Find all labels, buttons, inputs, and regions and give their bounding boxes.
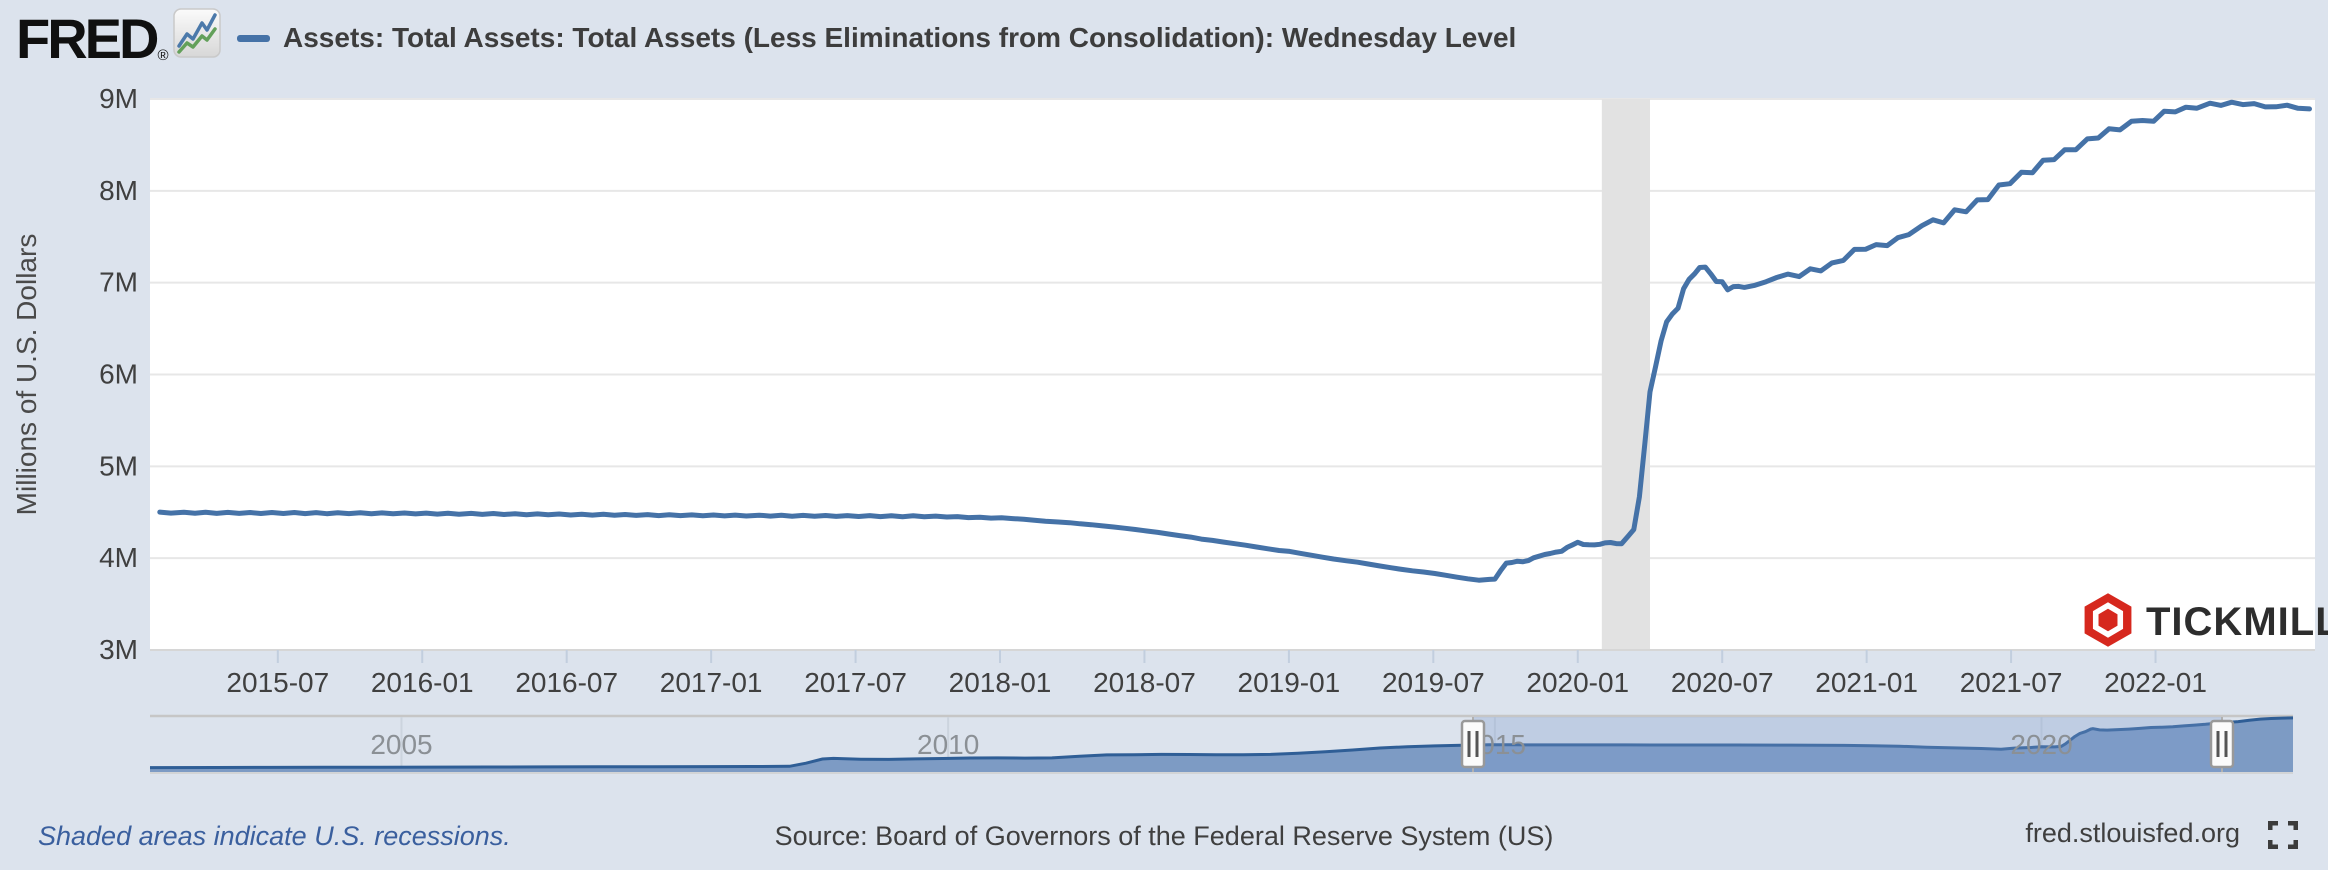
slider-year-label-2020: 2020 [2010,729,2072,760]
footer: Shaded areas indicate U.S. recessions. S… [0,815,2328,859]
x-tick-label-2018-01: 2018-01 [949,667,1052,698]
tickmill-icon [2076,586,2140,654]
slider-year-label-2010: 2010 [917,729,979,760]
fred-logo[interactable]: FRED ® [16,7,221,70]
slider-right-handle[interactable] [2209,719,2235,769]
recession-note-link[interactable]: Shaded areas indicate U.S. recessions. [38,821,511,851]
x-tick-label-2022-01: 2022-01 [2104,667,2207,698]
y-axis-title: Millions of U.S. Dollars [11,234,42,516]
chart-title: Assets: Total Assets: Total Assets (Less… [283,22,1517,53]
slider-area [150,717,2293,772]
fred-logo-text: FRED [16,7,159,70]
site-link[interactable]: fred.stlouisfed.org [2025,817,2240,848]
x-tick-label-2017-07: 2017-07 [804,667,907,698]
y-tick-label-7M: 7M [99,267,138,298]
source-text: Source: Board of Governors of the Federa… [774,821,1554,851]
x-tick-label-2015-07: 2015-07 [226,667,329,698]
registered-mark: ® [157,47,169,64]
x-tick-label-2019-01: 2019-01 [1238,667,1341,698]
y-tick-label-8M: 8M [99,175,138,206]
y-tick-label-6M: 6M [99,359,138,390]
x-tick-label-2020-01: 2020-01 [1526,667,1629,698]
x-tick-label-2021-01: 2021-01 [1815,667,1918,698]
x-tick-label-2018-07: 2018-07 [1093,667,1196,698]
y-tick-label-5M: 5M [99,450,138,481]
header: FRED ® [16,7,221,70]
tickmill-text: TICKMILL [2146,600,2328,644]
recession-band [1601,99,1650,650]
y-tick-label-4M: 4M [99,542,138,573]
x-tick-label-2017-01: 2017-01 [660,667,763,698]
legend: Assets: Total Assets: Total Assets (Less… [237,22,1516,54]
slider-year-label-2005: 2005 [370,729,432,760]
series-legend-dash [237,34,270,42]
series-line [157,99,2312,583]
fullscreen-icon[interactable] [2268,821,2298,849]
fred-chart-icon [172,8,221,63]
y-tick-label-3M: 3M [99,634,138,665]
x-tick-label-2016-07: 2016-07 [515,667,618,698]
x-tick-label-2020-07: 2020-07 [1671,667,1774,698]
x-tick-label-2021-07: 2021-07 [1960,667,2063,698]
slider-left-handle[interactable] [1460,719,1486,769]
x-tick-label-2019-07: 2019-07 [1382,667,1485,698]
x-tick-label-2016-01: 2016-01 [371,667,474,698]
slider-area-line [149,716,2294,770]
slider-selection[interactable] [1473,717,2222,772]
y-tick-label-9M: 9M [99,83,138,114]
tickmill-watermark: TICKMILL [2076,586,2328,654]
